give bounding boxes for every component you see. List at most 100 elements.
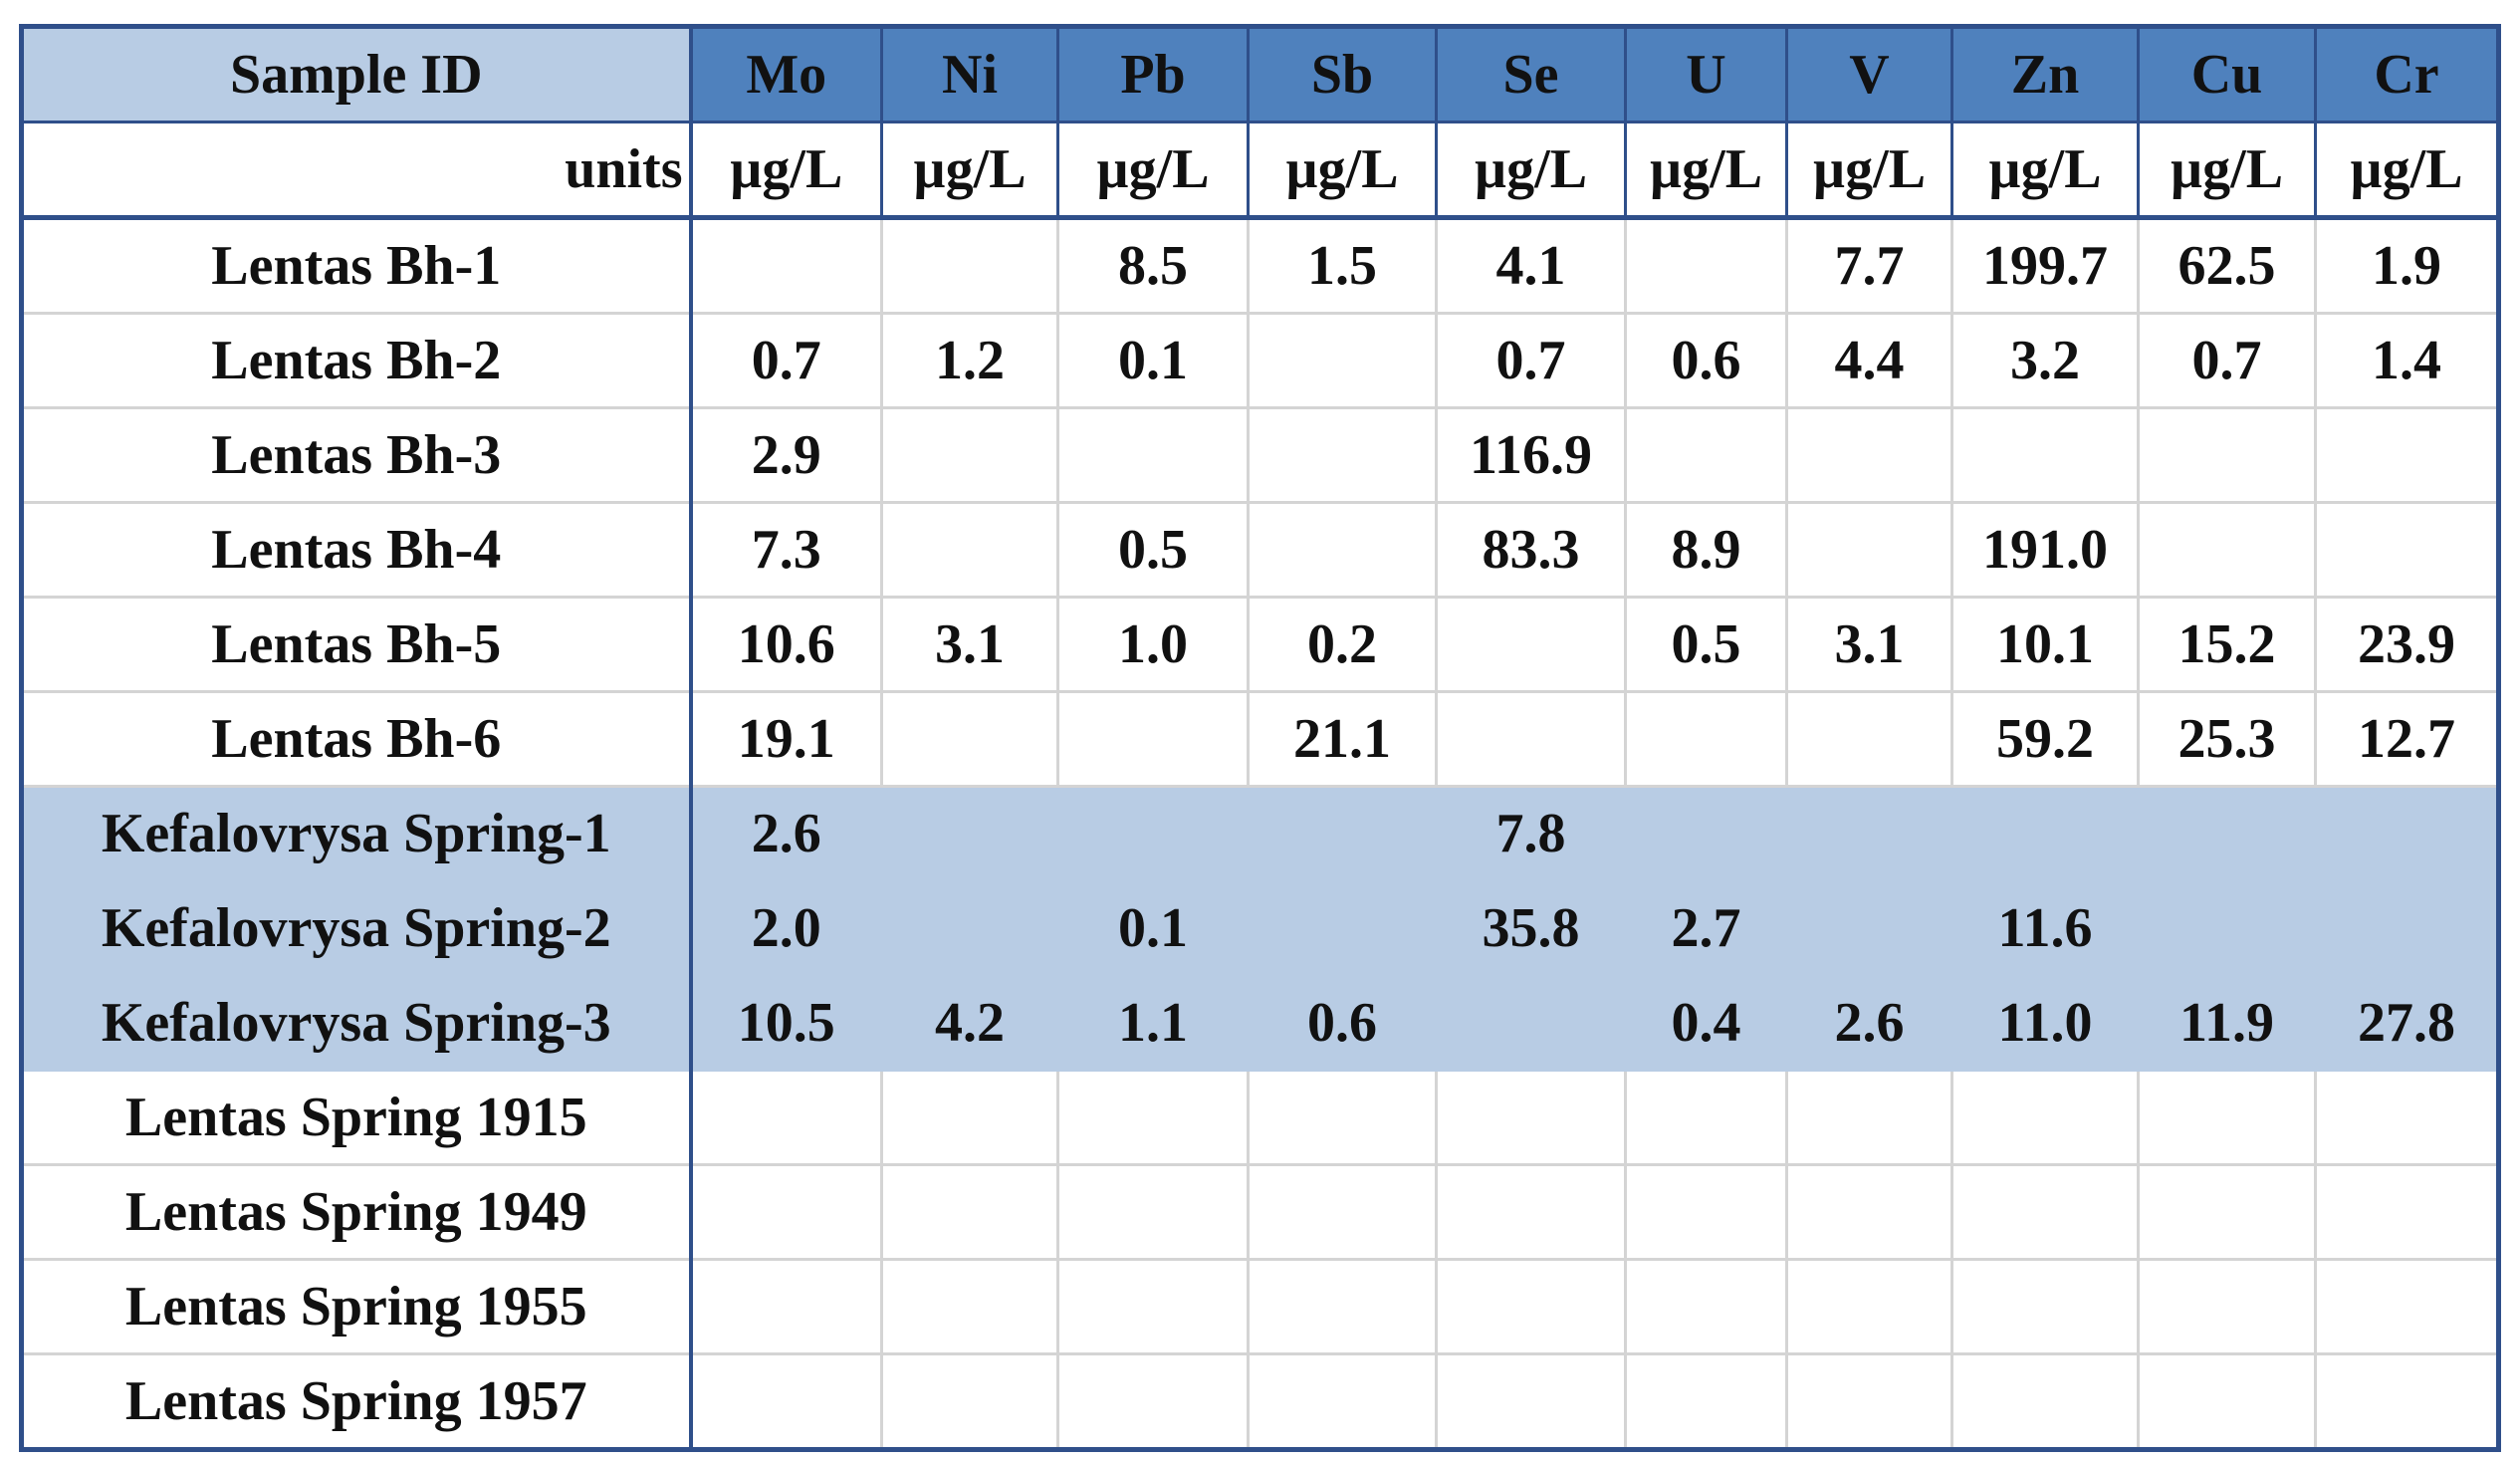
- sample-id: Lentas Spring 1957: [20, 1352, 693, 1451]
- value-cell: [1950, 785, 2140, 882]
- value-cell: 3.1: [1785, 596, 1953, 693]
- value-cell: 11.6: [1950, 879, 2140, 977]
- data-row: Lentas Bh-2 0.7 1.2 0.1 0.7 0.6 4.4 3.2 0.7 1.4: [20, 312, 2500, 409]
- data-table: Sample ID Mo Ni Pb Sb Se U V Zn Cu Cr units µg/L µg/L…: [19, 24, 2501, 1452]
- value-cell: 11.9: [2137, 974, 2317, 1072]
- value-cell: 2.6: [689, 785, 883, 882]
- data-row: Lentas Spring 1957: [20, 1352, 2500, 1451]
- data-row: Lentas Spring 1955: [20, 1258, 2500, 1355]
- header-row: Sample ID Mo Ni Pb Sb Se U V Zn Cu Cr: [20, 25, 2500, 123]
- unit-cell: µg/L: [1056, 121, 1250, 220]
- header-label: Sample ID: [20, 25, 693, 123]
- value-cell: [1056, 406, 1250, 504]
- value-cell: 1.0: [1056, 596, 1250, 693]
- value-cell: [880, 216, 1059, 315]
- value-cell: [689, 1258, 883, 1355]
- value-cell: [1056, 785, 1250, 882]
- value-cell: 2.6: [1785, 974, 1953, 1072]
- element-header: Pb: [1056, 25, 1250, 123]
- value-cell: [1785, 406, 1953, 504]
- data-row: Lentas Bh-4 7.3 0.5 83.3 8.9 191.0: [20, 501, 2500, 599]
- value-cell: [1247, 1163, 1438, 1261]
- value-cell: [2137, 1258, 2317, 1355]
- value-cell: 1.1: [1056, 974, 1250, 1072]
- unit-cell: µg/L: [1950, 121, 2140, 220]
- value-cell: [1624, 1069, 1788, 1166]
- value-cell: [1950, 1352, 2140, 1451]
- value-cell: [1247, 785, 1438, 882]
- value-cell: 62.5: [2137, 216, 2317, 315]
- value-cell: 191.0: [1950, 501, 2140, 599]
- value-cell: [1435, 1163, 1627, 1261]
- value-cell: 0.7: [689, 312, 883, 409]
- value-cell: [2137, 785, 2317, 882]
- value-cell: 23.9: [2314, 596, 2500, 693]
- value-cell: [1624, 1163, 1788, 1261]
- value-cell: [2314, 1163, 2500, 1261]
- data-row: Lentas Bh-3 2.9 116.9: [20, 406, 2500, 504]
- value-cell: 1.9: [2314, 216, 2500, 315]
- units-row: units µg/L µg/L µg/L µg/L µg/L µg/L µg/L µg/L µg/…: [20, 121, 2500, 220]
- sample-id: Lentas Bh-3: [20, 406, 693, 504]
- value-cell: [880, 1352, 1059, 1451]
- value-cell: 11.0: [1950, 974, 2140, 1072]
- value-cell: 10.5: [689, 974, 883, 1072]
- value-cell: [1435, 596, 1627, 693]
- element-header: Zn: [1950, 25, 2140, 123]
- unit-cell: µg/L: [1435, 121, 1627, 220]
- value-cell: [1785, 785, 1953, 882]
- value-cell: [2137, 501, 2317, 599]
- value-cell: [1624, 785, 1788, 882]
- value-cell: [1247, 879, 1438, 977]
- unit-cell: µg/L: [1785, 121, 1953, 220]
- value-cell: 0.7: [2137, 312, 2317, 409]
- value-cell: [1624, 1352, 1788, 1451]
- value-cell: [1056, 1352, 1250, 1451]
- data-row: Kefalovrysa Spring-2 2.0 0.1 35.8 2.7 11.6: [20, 879, 2500, 977]
- data-row: Lentas Bh-1 8.5 1.5 4.1 7.7 199.7 62.5 1.9: [20, 216, 2500, 315]
- value-cell: 27.8: [2314, 974, 2500, 1072]
- units-label: units: [20, 121, 693, 220]
- value-cell: 21.1: [1247, 690, 1438, 788]
- value-cell: 10.1: [1950, 596, 2140, 693]
- value-cell: 7.3: [689, 501, 883, 599]
- value-cell: 8.5: [1056, 216, 1250, 315]
- value-cell: [1785, 1163, 1953, 1261]
- value-cell: 7.7: [1785, 216, 1953, 315]
- value-cell: [1247, 501, 1438, 599]
- element-header: Sb: [1247, 25, 1438, 123]
- value-cell: [1950, 1069, 2140, 1166]
- value-cell: [2137, 406, 2317, 504]
- element-header: Se: [1435, 25, 1627, 123]
- value-cell: [1435, 1258, 1627, 1355]
- value-cell: 0.6: [1247, 974, 1438, 1072]
- value-cell: [1247, 1069, 1438, 1166]
- value-cell: [880, 406, 1059, 504]
- value-cell: 35.8: [1435, 879, 1627, 977]
- value-cell: [1056, 690, 1250, 788]
- sample-id: Kefalovrysa Spring-2: [20, 879, 693, 977]
- value-cell: [1624, 406, 1788, 504]
- value-cell: 0.5: [1056, 501, 1250, 599]
- value-cell: 199.7: [1950, 216, 2140, 315]
- unit-cell: µg/L: [689, 121, 883, 220]
- value-cell: 3.1: [880, 596, 1059, 693]
- value-cell: 8.9: [1624, 501, 1788, 599]
- value-cell: [2137, 1352, 2317, 1451]
- value-cell: 10.6: [689, 596, 883, 693]
- value-cell: [1950, 1163, 2140, 1261]
- sample-id: Lentas Bh-5: [20, 596, 693, 693]
- unit-cell: µg/L: [2314, 121, 2500, 220]
- value-cell: 15.2: [2137, 596, 2317, 693]
- sample-id: Kefalovrysa Spring-3: [20, 974, 693, 1072]
- value-cell: [1950, 406, 2140, 504]
- value-cell: 1.2: [880, 312, 1059, 409]
- value-cell: [2137, 1163, 2317, 1261]
- value-cell: 7.8: [1435, 785, 1627, 882]
- value-cell: [1056, 1258, 1250, 1355]
- unit-cell: µg/L: [880, 121, 1059, 220]
- value-cell: [2314, 1069, 2500, 1166]
- value-cell: 4.2: [880, 974, 1059, 1072]
- sample-id: Lentas Bh-1: [20, 216, 693, 315]
